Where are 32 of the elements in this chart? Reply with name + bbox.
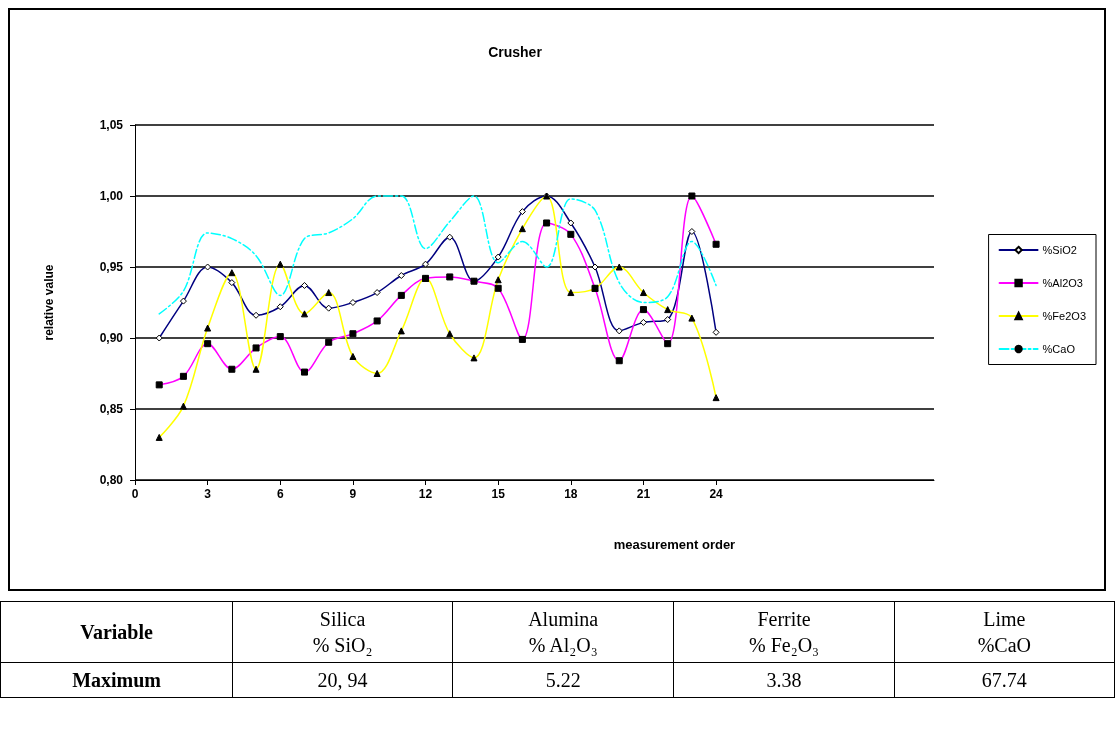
category-label: Lime %CaO xyxy=(894,601,1115,663)
x-tick-label: 12 xyxy=(418,487,433,501)
category-label: Silica % SiO₂ xyxy=(232,601,453,663)
x-tick-label: 15 xyxy=(491,487,506,501)
y-tick-label: 0,95 xyxy=(99,260,124,274)
y-tick-label: 0,80 xyxy=(99,473,124,487)
x-tick-label: 6 xyxy=(276,487,284,501)
x-tick-label: 21 xyxy=(636,487,651,501)
y-tick-label: 0,85 xyxy=(99,402,124,416)
x-tick-label: 9 xyxy=(349,487,357,501)
y-axis-title: relative value xyxy=(42,264,56,341)
legend-label: %SiO2 xyxy=(1042,244,1077,256)
text: 5.22 xyxy=(452,662,674,698)
y-tick-label: 1,00 xyxy=(99,189,124,203)
legend-label: %CaO xyxy=(1042,343,1076,355)
y-tick-label: 1,05 xyxy=(99,118,124,132)
x-axis-title: measurement order xyxy=(613,537,736,552)
category-label: Alumina % Al₂O₃ xyxy=(452,601,674,663)
legend-label: %Fe2O3 xyxy=(1042,310,1087,322)
text: 20, 94 xyxy=(232,662,453,698)
x-tick-label: 3 xyxy=(204,487,212,501)
x-tick-label: 0 xyxy=(131,487,139,501)
chart-title: Crusher xyxy=(488,44,543,60)
legend-label: %Al2O3 xyxy=(1042,277,1083,289)
x-tick-label: 24 xyxy=(709,487,724,501)
x-tick-label: 18 xyxy=(564,487,578,501)
text: 3.38 xyxy=(673,662,895,698)
text: Maximum xyxy=(0,662,233,698)
category-label: Ferrite % Fe₂O₃ xyxy=(673,601,895,663)
text: 67.74 xyxy=(894,662,1115,698)
category-label: Variable xyxy=(0,601,233,663)
y-tick-label: 0,90 xyxy=(99,331,124,345)
